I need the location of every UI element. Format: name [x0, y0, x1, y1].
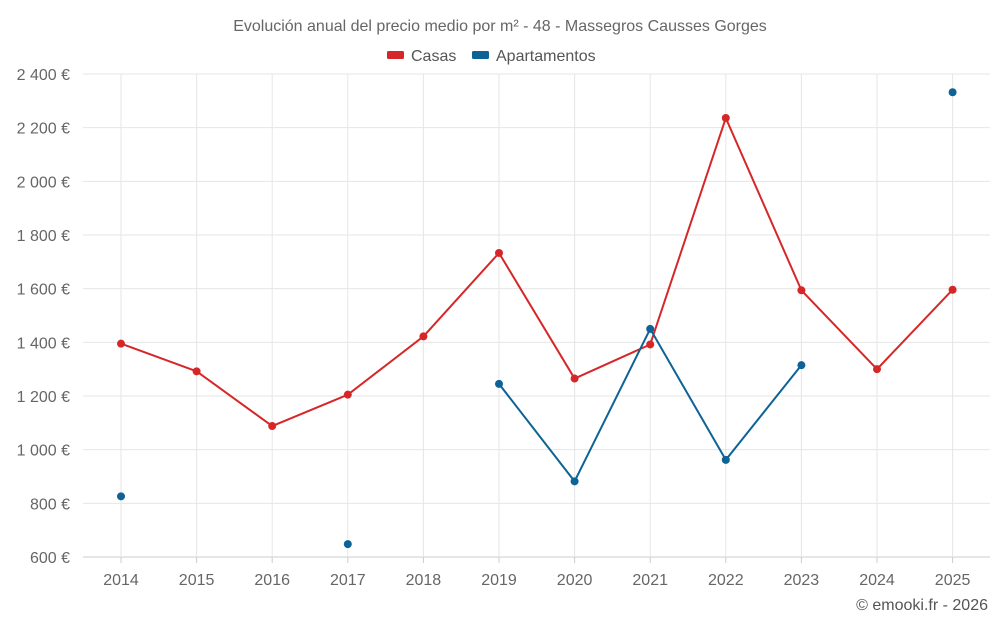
data-point-casas[interactable] [797, 286, 806, 295]
chart-title: Evolución anual del precio medio por m² … [233, 18, 767, 35]
data-point-casas[interactable] [495, 248, 503, 257]
legend-label-casas[interactable]: Casas [411, 48, 456, 65]
data-point-casas[interactable] [192, 367, 201, 376]
series-line-casas [120, 117, 954, 428]
y-axis-ticks: 600 € 800 € 1 000 € 1 200 € 1 400 € 1 600 € 1 … [17, 67, 70, 567]
data-point-casas[interactable] [419, 332, 428, 341]
data-point-casas[interactable] [268, 422, 277, 431]
y-tick-label: 1 800 € [17, 228, 70, 245]
x-tick-label: 2014 [103, 572, 139, 589]
data-point-apartamentos[interactable] [570, 477, 579, 486]
y-tick-label: 2 200 € [17, 121, 70, 138]
y-tick-label: 2 000 € [17, 174, 70, 191]
data-point-apartamentos[interactable] [495, 379, 503, 388]
data-point-apartamentos[interactable] [646, 324, 655, 333]
data-point-casas[interactable] [873, 365, 881, 374]
data-point-apartamentos[interactable] [721, 455, 730, 464]
x-tick-label: 2025 [935, 572, 971, 589]
x-tick-label: 2021 [632, 572, 668, 589]
series-casas [117, 114, 957, 431]
data-point-casas[interactable] [721, 114, 730, 123]
x-tick-label: 2023 [784, 572, 820, 589]
y-gridlines [83, 73, 990, 558]
data-point-casas[interactable] [646, 340, 655, 349]
x-tick-label: 2024 [859, 572, 895, 589]
y-tick-label: 1 000 € [17, 443, 70, 460]
credit-text: © emooki.fr - 2026 [856, 597, 988, 614]
y-tick-label: 1 400 € [17, 335, 70, 352]
y-tick-label: 600 € [30, 550, 70, 567]
x-tick-label: 2016 [254, 572, 290, 589]
data-point-casas[interactable] [570, 374, 579, 383]
data-point-casas[interactable] [343, 390, 352, 399]
y-tick-label: 1 600 € [17, 282, 70, 299]
x-tick-label: 2019 [481, 572, 517, 589]
x-tick-label: 2017 [330, 572, 366, 589]
y-tick-label: 2 400 € [17, 67, 70, 84]
x-gridlines [120, 74, 954, 563]
y-tick-label: 1 200 € [17, 389, 70, 406]
data-point-casas[interactable] [117, 339, 125, 348]
x-tick-label: 2022 [708, 572, 744, 589]
legend-swatch-casas [387, 51, 404, 59]
series-apartamentos [117, 88, 957, 549]
x-tick-label: 2015 [179, 572, 215, 589]
data-point-apartamentos[interactable] [948, 88, 957, 97]
y-tick-label: 800 € [30, 496, 70, 513]
legend-label-apartamentos[interactable]: Apartamentos [496, 48, 596, 65]
x-axis-ticks: 2014 2015 2016 2017 2018 2019 2020 2021 2022 2023… [103, 572, 970, 589]
data-point-apartamentos[interactable] [343, 540, 352, 549]
data-point-apartamentos[interactable] [797, 361, 806, 370]
data-point-casas[interactable] [948, 285, 957, 294]
legend: Casas Apartamentos [387, 48, 596, 65]
series-group [117, 88, 957, 549]
x-tick-label: 2018 [406, 572, 442, 589]
data-point-apartamentos[interactable] [117, 492, 125, 501]
x-tick-label: 2020 [557, 572, 593, 589]
legend-swatch-apartamentos [472, 51, 489, 59]
